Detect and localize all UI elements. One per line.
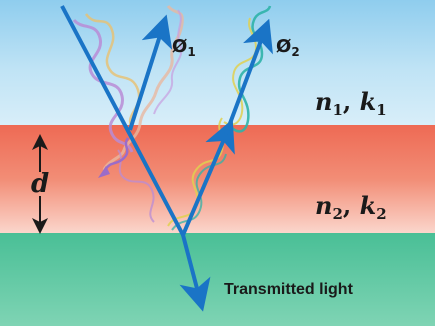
medium-1-label: n1, k1: [315, 87, 387, 119]
phase-2-label: Ø2: [276, 36, 300, 59]
reflected-wave-1: [102, 4, 184, 171]
substrate-layer: [0, 233, 435, 326]
incident-ray: [60, 5, 185, 236]
reflected-ray-2: [224, 18, 273, 135]
absorbed-wiggle: [102, 137, 130, 173]
transmitted-light-label: Transmitted light: [224, 281, 354, 298]
thickness-label: d: [31, 169, 49, 199]
phase-1-label: Ø1: [172, 36, 196, 59]
absorbed-arrowhead-icon: [98, 166, 110, 178]
medium-1-layer: [0, 0, 435, 125]
incident-wave-1: [72, 18, 134, 153]
reflected-wave-2: [153, 9, 183, 115]
medium-2-label: n2, k2: [315, 191, 387, 223]
film-reflected-ray: [181, 118, 235, 236]
transmitted-ray: [179, 234, 211, 312]
film-wave-left: [117, 149, 155, 223]
reflected-ray-1: [128, 14, 173, 131]
